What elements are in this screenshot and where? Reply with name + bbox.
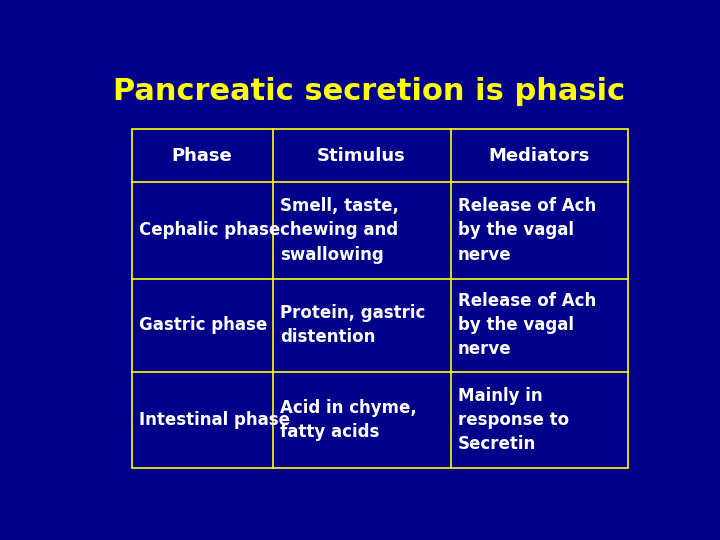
Text: Stimulus: Stimulus — [318, 147, 406, 165]
Text: Release of Ach
by the vagal
nerve: Release of Ach by the vagal nerve — [458, 292, 596, 359]
Text: Smell, taste,
chewing and
swallowing: Smell, taste, chewing and swallowing — [280, 197, 399, 264]
Text: Release of Ach
by the vagal
nerve: Release of Ach by the vagal nerve — [458, 197, 596, 264]
Text: Mediators: Mediators — [489, 147, 590, 165]
Text: Mainly in
response to
Secretin: Mainly in response to Secretin — [458, 387, 569, 453]
Text: Cephalic phase: Cephalic phase — [139, 221, 280, 239]
Text: Intestinal phase: Intestinal phase — [139, 411, 290, 429]
Text: Gastric phase: Gastric phase — [139, 316, 267, 334]
Text: Pancreatic secretion is phasic: Pancreatic secretion is phasic — [113, 77, 625, 106]
Text: Phase: Phase — [172, 147, 233, 165]
Text: Protein, gastric
distention: Protein, gastric distention — [280, 304, 426, 346]
Text: Acid in chyme,
fatty acids: Acid in chyme, fatty acids — [280, 399, 417, 441]
Bar — [132, 129, 629, 468]
